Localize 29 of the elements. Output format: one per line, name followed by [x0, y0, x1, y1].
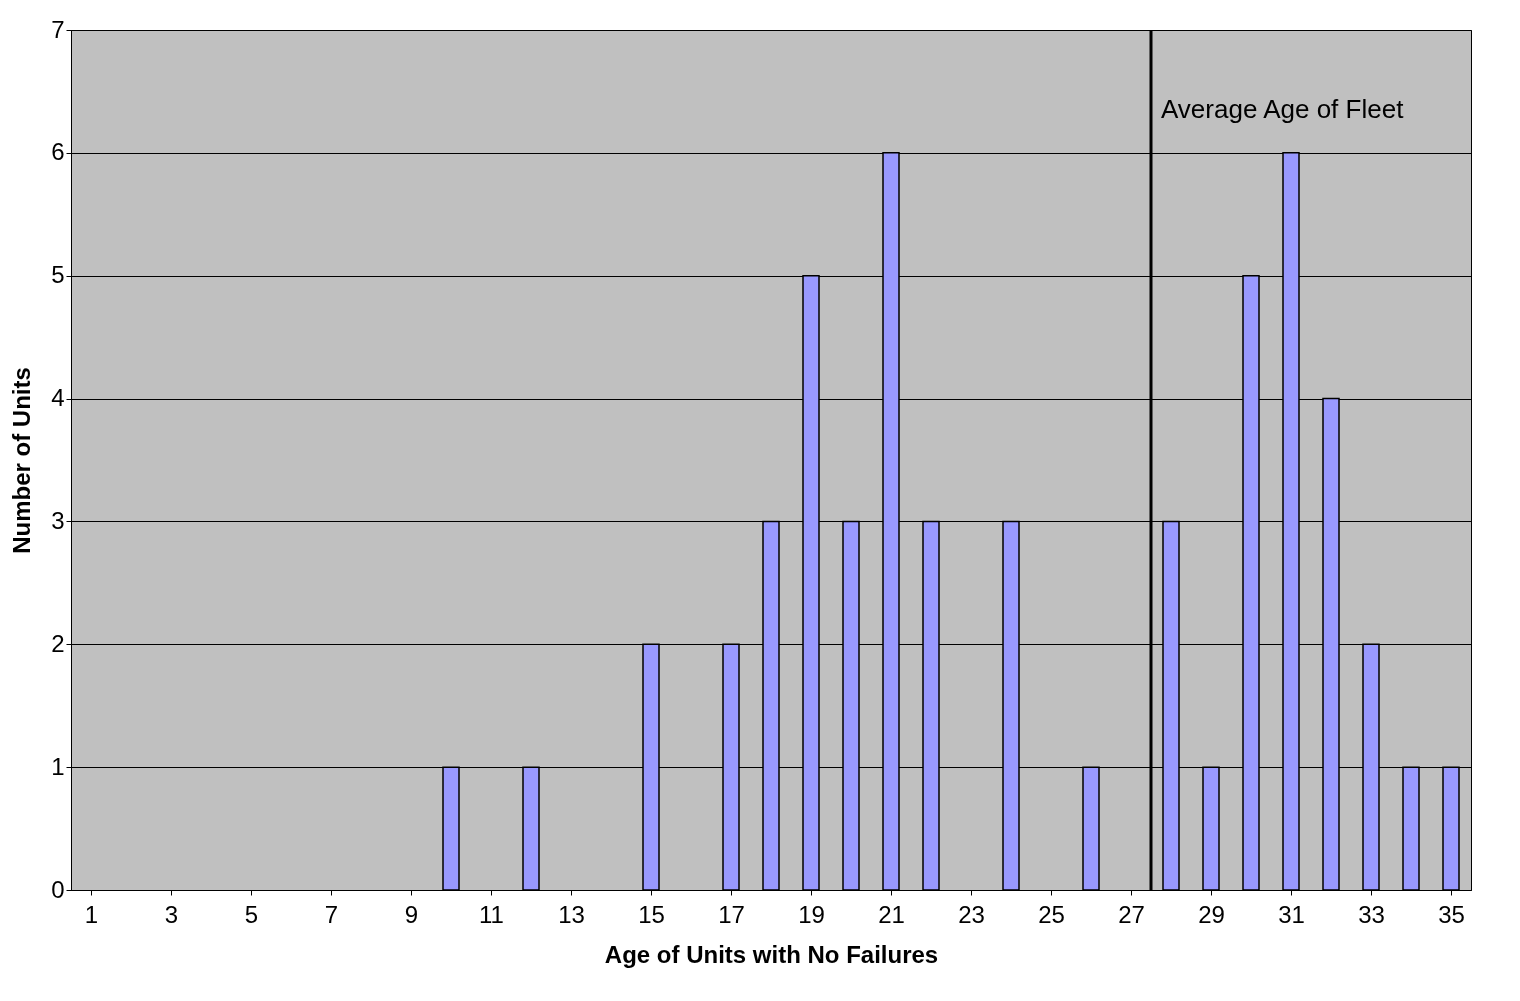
- y-tick-label: 0: [51, 875, 65, 903]
- x-tick-label: 25: [1038, 900, 1065, 928]
- x-tick-label: 13: [558, 900, 585, 928]
- ref-line-label: Average Age of Fleet: [1161, 94, 1405, 124]
- x-tick-label: 17: [718, 900, 745, 928]
- y-tick-label: 3: [51, 506, 65, 534]
- y-tick-label: 5: [51, 261, 65, 289]
- x-tick-label: 15: [638, 900, 665, 928]
- x-tick-label: 21: [878, 900, 905, 928]
- x-tick-label: 9: [404, 900, 419, 928]
- x-tick-label: 3: [164, 900, 179, 928]
- x-tick-label: 19: [798, 900, 825, 928]
- x-tick-label: 33: [1358, 900, 1385, 928]
- y-tick-label: 2: [51, 629, 65, 657]
- x-tick-label: 7: [324, 900, 339, 928]
- x-axis-title: Age of Units with No Failures: [604, 940, 939, 968]
- y-axis-title: Number of Units: [8, 367, 36, 554]
- y-tick-label: 1: [51, 752, 65, 780]
- x-tick-label: 35: [1438, 900, 1465, 928]
- y-tick-label: 6: [51, 138, 65, 166]
- y-tick-label: 7: [51, 15, 65, 43]
- x-tick-label: 27: [1118, 900, 1145, 928]
- x-tick-label: 5: [244, 900, 259, 928]
- x-tick-label: 11: [479, 900, 504, 928]
- x-tick-label: 23: [958, 900, 985, 928]
- x-tick-label: 29: [1198, 900, 1225, 928]
- x-tick-label: 1: [84, 900, 99, 928]
- y-tick-label: 4: [51, 384, 65, 412]
- x-tick-label: 31: [1278, 900, 1305, 928]
